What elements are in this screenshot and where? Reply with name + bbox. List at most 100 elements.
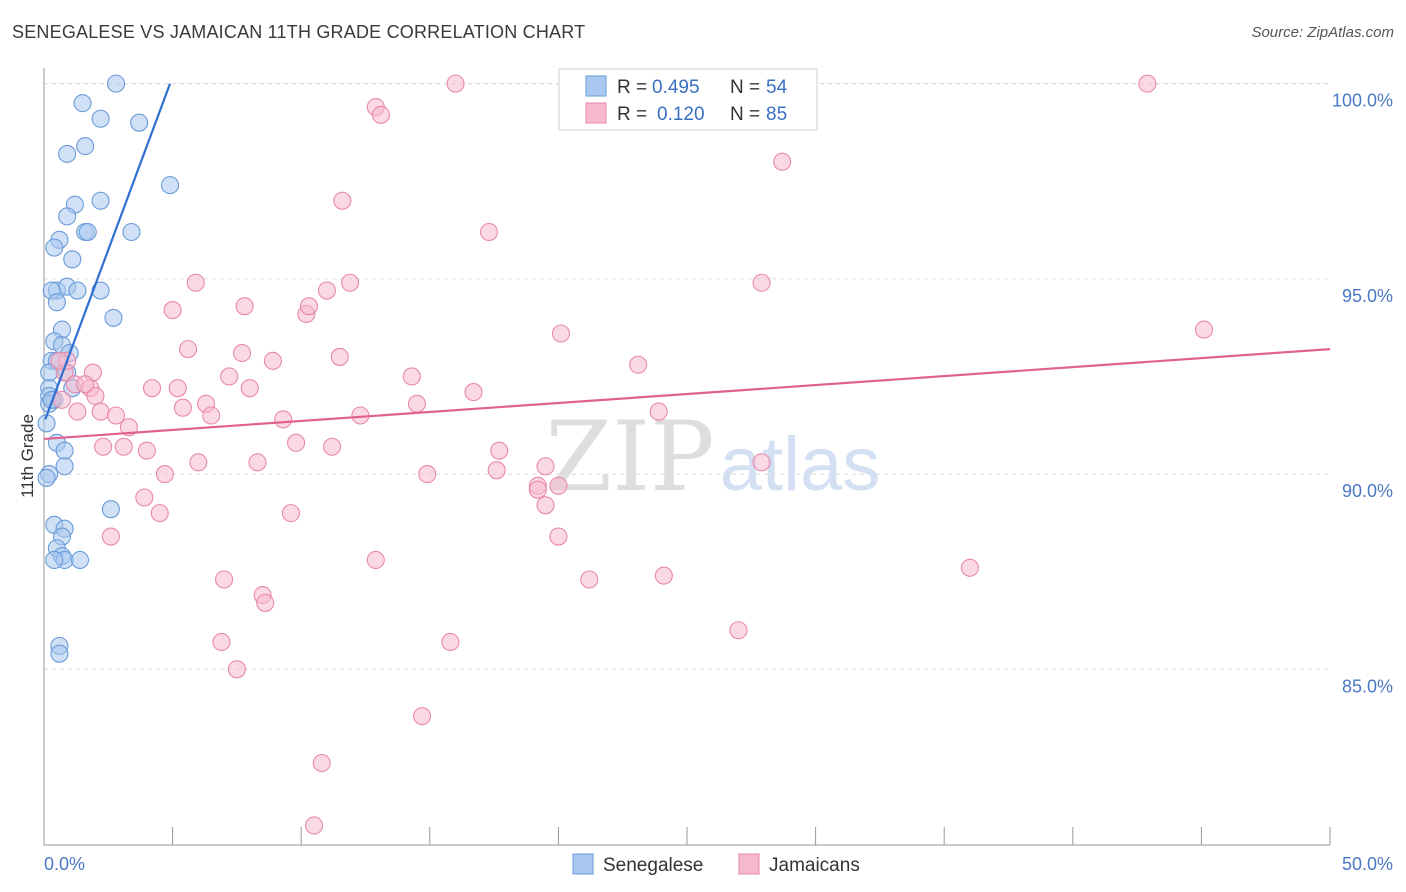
- jamaicans-point-56: [418, 465, 437, 484]
- jamaicans-point-75: [212, 632, 231, 652]
- jamaicans-point-52: [189, 453, 208, 472]
- jamaicans-point-5: [773, 152, 792, 171]
- x-tick-labels: 0.0% 50.0%: [44, 854, 1393, 874]
- jamaicans-point-7: [479, 222, 499, 242]
- jamaicans-point-79: [312, 753, 331, 773]
- jamaicans-point-25: [220, 367, 239, 386]
- jamaicans-point-54: [536, 457, 555, 476]
- bottom-legend-swatch-jamaicans: [738, 853, 760, 875]
- watermark: ZIP atlas: [545, 401, 880, 513]
- chart-title: SENEGALESE VS JAMAICAN 11TH GRADE CORREL…: [12, 22, 586, 42]
- jamaicans-point-46: [287, 433, 306, 452]
- jamaicans-point-13: [235, 297, 254, 316]
- jamaicans-point-47: [323, 437, 342, 456]
- bottom-legend-label-jamaicans: Jamaicans: [769, 855, 860, 876]
- senegalese-point-51: [45, 550, 64, 570]
- senegalese-trend-line: [44, 83, 172, 420]
- jamaicans-point-51: [248, 453, 267, 472]
- jamaicans-point-31: [240, 379, 259, 398]
- jamaicans-point-59: [549, 476, 568, 495]
- jamaicans-point-43: [649, 402, 668, 421]
- jamaicans-point-77: [227, 660, 246, 679]
- jamaicans-point-45: [119, 418, 138, 437]
- jamaicans-point-55: [155, 465, 174, 484]
- legend-swatch-senegalese: [585, 75, 607, 97]
- jamaicans-point-18: [178, 340, 198, 359]
- senegalese-point-9: [58, 207, 77, 226]
- jamaicans-point-21: [330, 347, 349, 366]
- jamaicans-point-8: [186, 273, 205, 292]
- jamaicans-point-34: [52, 390, 72, 409]
- jamaicans-point-71: [580, 570, 599, 589]
- jamaicans-point-6: [333, 191, 352, 210]
- jamaicans-point-62: [536, 496, 555, 515]
- jamaicans-point-30: [168, 379, 187, 398]
- jamaicans-point-10: [752, 273, 771, 292]
- jamaicans-point-83: [94, 437, 113, 456]
- top-legend: R = 0.495 N = 54 R = 0.120 N = 85: [558, 68, 818, 131]
- jamaicans-point-15: [299, 297, 318, 316]
- jamaicans-point-48: [114, 437, 133, 456]
- chart-source: Source: ZipAtlas.com: [1251, 24, 1394, 41]
- jamaicans-point-64: [281, 504, 300, 523]
- jamaicans-point-68: [654, 566, 673, 585]
- senegalese-point-4: [58, 144, 77, 163]
- jamaicans-point-57: [487, 461, 506, 480]
- jamaicans-point-78: [413, 707, 432, 726]
- legend-n-value-2: 85: [766, 104, 787, 125]
- jamaicans-point-0: [446, 74, 465, 93]
- senegalese-point-18: [68, 281, 87, 300]
- jamaicans-trend-line: [43, 348, 1331, 441]
- senegalese-point-2: [91, 109, 110, 128]
- jamaicans-point-38: [91, 402, 110, 421]
- legend-n-label-1: N =: [730, 77, 760, 98]
- jamaicans-point-37: [173, 398, 192, 417]
- jamaicans-point-17: [1194, 320, 1214, 339]
- legend-r-value-2: 0.120: [657, 104, 705, 125]
- jamaicans-point-16: [551, 324, 571, 343]
- series-points: [37, 74, 1214, 835]
- jamaicans-point-33: [464, 383, 483, 402]
- jamaicans-point-69: [960, 558, 979, 577]
- senegalese-point-12: [122, 222, 141, 242]
- jamaicans-point-9: [341, 273, 360, 292]
- jamaicans-point-67: [366, 550, 385, 570]
- legend-n-label-2: N =: [730, 104, 760, 125]
- jamaicans-point-76: [441, 632, 460, 652]
- senegalese-point-7: [91, 191, 110, 210]
- watermark-zip: ZIP: [545, 401, 714, 513]
- senegalese-point-15: [63, 250, 82, 269]
- legend-n-value-1: 54: [766, 77, 788, 98]
- y-tick-labels: 85.0% 90.0% 95.0% 100.0%: [1332, 91, 1393, 697]
- y-tick-label-1: 90.0%: [1342, 481, 1393, 501]
- senegalese-point-0: [106, 74, 126, 93]
- senegalese-point-22: [104, 308, 123, 327]
- series-jamaicans: [50, 74, 1214, 835]
- jamaicans-point-65: [101, 527, 120, 546]
- jamaicans-point-70: [214, 570, 234, 589]
- senegalese-point-11: [78, 222, 97, 242]
- jamaicans-point-39: [68, 402, 87, 421]
- senegalese-point-14: [45, 238, 64, 257]
- senegalese-point-41: [101, 500, 120, 519]
- senegalese-point-21: [47, 293, 66, 312]
- jamaicans-point-82: [76, 375, 95, 394]
- legend-r-label-1: R =: [617, 77, 647, 98]
- jamaicans-point-41: [202, 406, 221, 425]
- jamaicans-point-4: [371, 105, 390, 124]
- jamaicans-point-19: [232, 343, 252, 363]
- x-tick-label-1: 50.0%: [1342, 854, 1393, 874]
- bottom-legend-swatch-senegalese: [572, 853, 594, 875]
- bottom-legend-label-senegalese: Senegalese: [603, 855, 703, 876]
- jamaicans-point-49: [137, 441, 156, 460]
- legend-swatch-jamaicans: [585, 102, 607, 124]
- senegalese-point-50: [50, 644, 69, 663]
- jamaicans-point-80: [305, 816, 324, 835]
- jamaicans-point-60: [528, 480, 547, 499]
- jamaicans-point-50: [490, 441, 509, 460]
- jamaicans-point-36: [407, 394, 426, 413]
- jamaicans-point-74: [729, 621, 748, 640]
- y-tick-label-0: 85.0%: [1342, 676, 1393, 696]
- senegalese-point-3: [130, 113, 149, 132]
